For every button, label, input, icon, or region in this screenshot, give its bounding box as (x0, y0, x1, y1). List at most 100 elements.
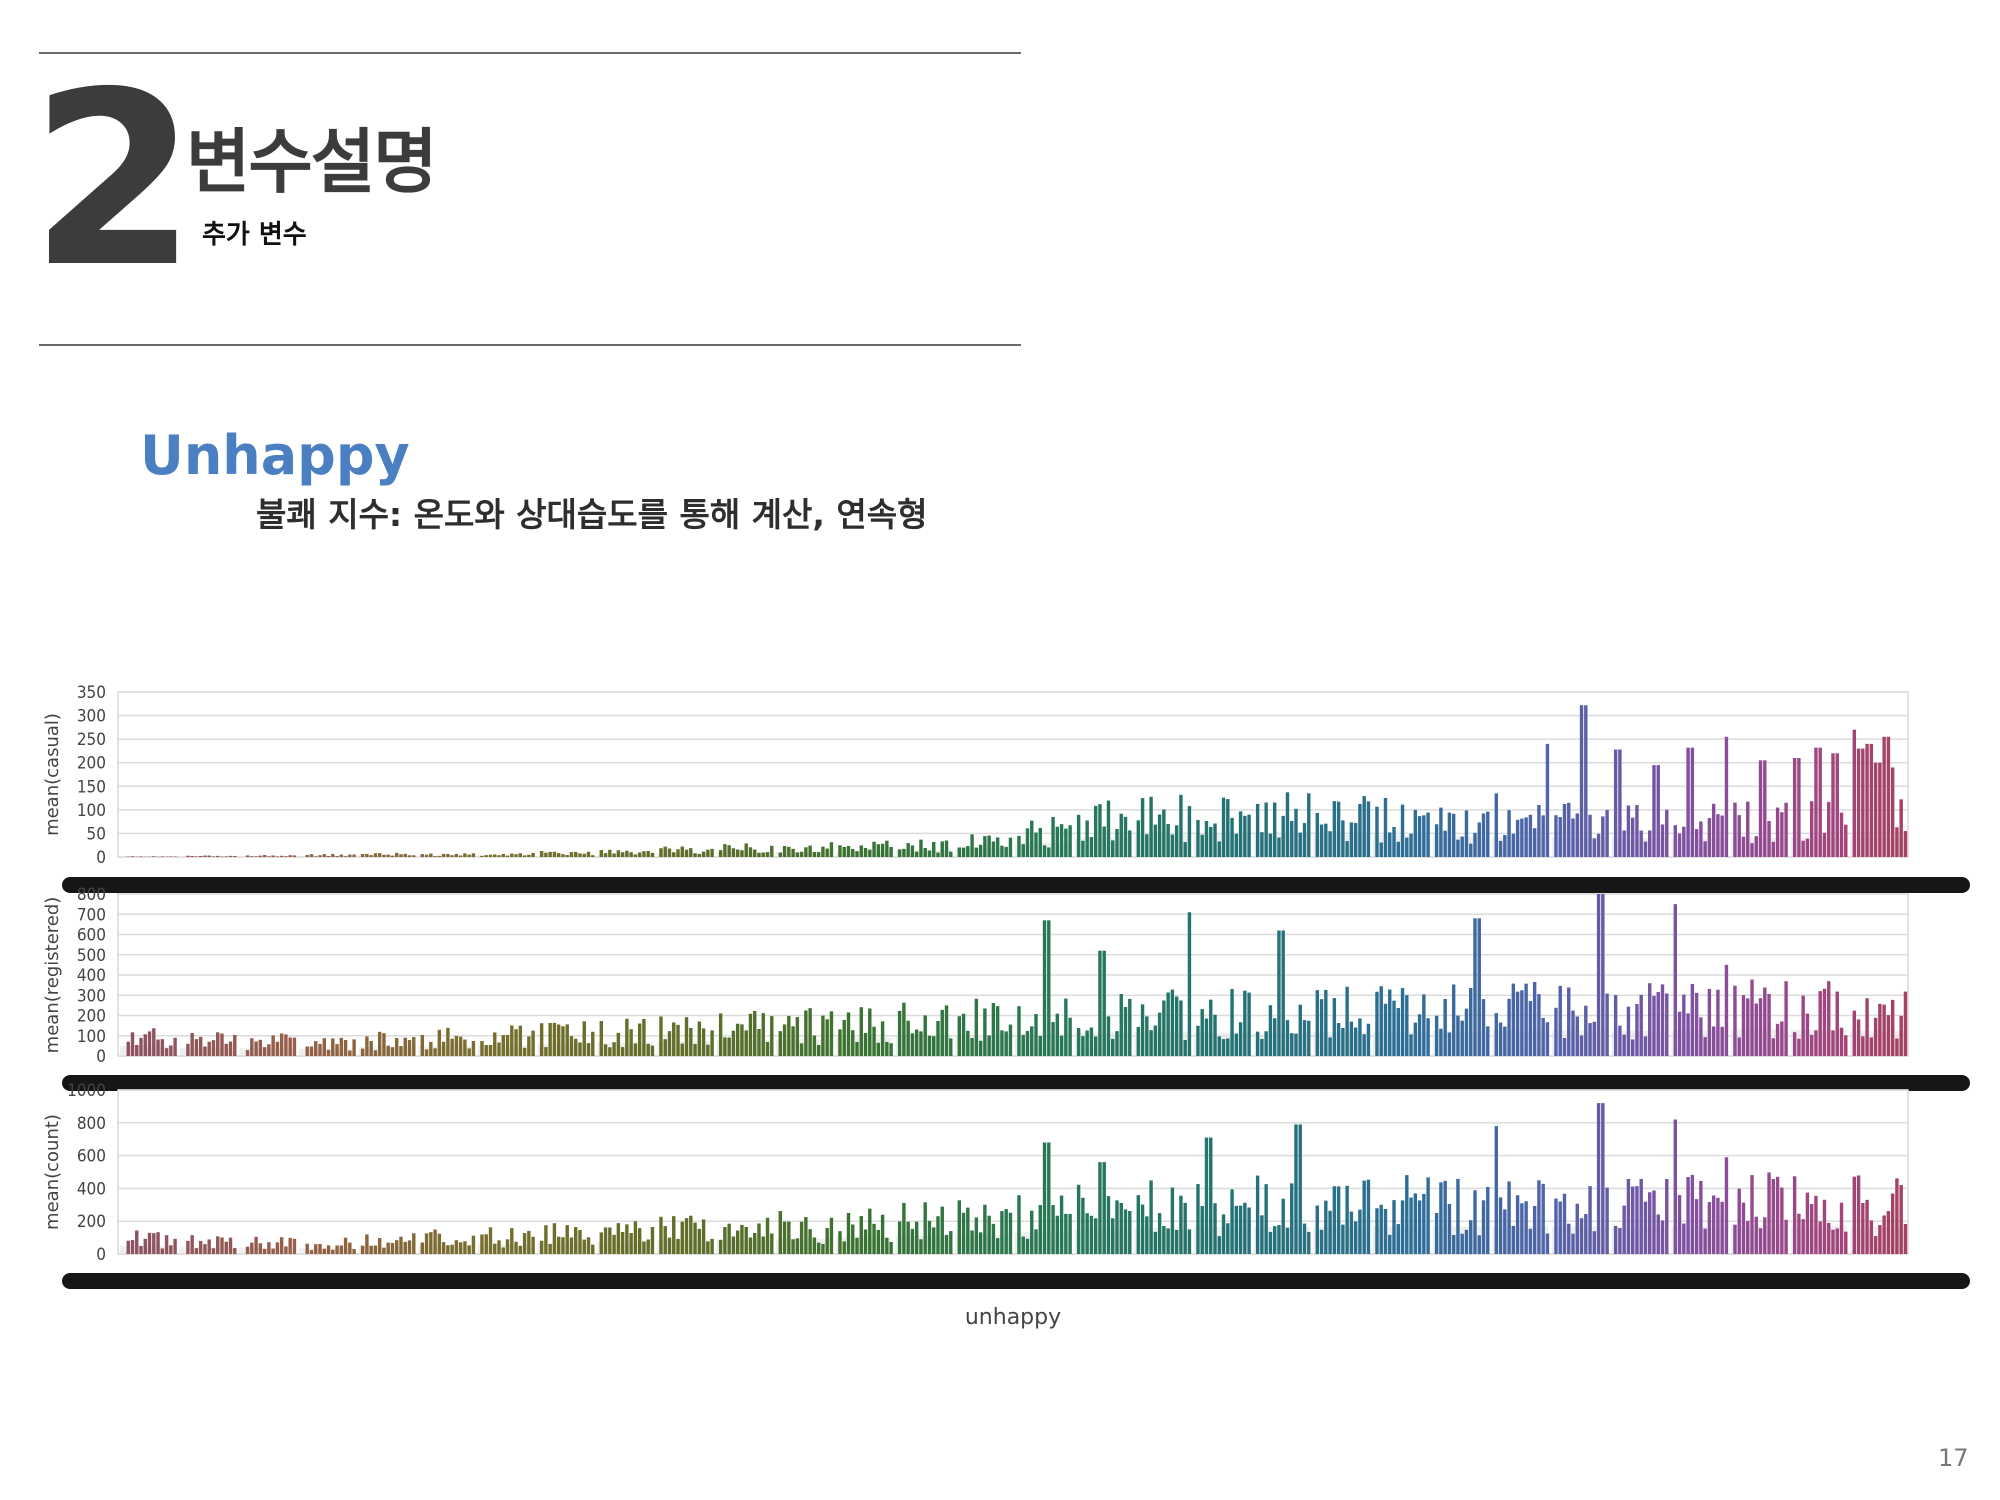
bar (1520, 1203, 1523, 1254)
bar (399, 1237, 402, 1254)
bar (676, 1025, 679, 1056)
bar (625, 851, 628, 857)
bar (1533, 1206, 1536, 1254)
bar (1456, 1179, 1459, 1254)
bar (1601, 816, 1604, 857)
bar (1507, 1181, 1510, 1254)
bar (1137, 820, 1140, 857)
bar (1188, 912, 1191, 1056)
bar (710, 1030, 713, 1056)
bar (1183, 842, 1186, 857)
y-tick-label: 400 (77, 1179, 106, 1199)
bar (1904, 1224, 1907, 1254)
bar (1576, 813, 1579, 857)
bar (382, 1248, 385, 1254)
bar (1793, 758, 1796, 857)
y-tick-label: 100 (77, 1027, 106, 1047)
bar (1145, 1216, 1148, 1254)
bar (263, 1047, 266, 1056)
bar (1307, 793, 1310, 857)
bar (757, 853, 760, 857)
bar (480, 1235, 483, 1254)
bar (1537, 994, 1540, 1056)
bar (843, 1241, 846, 1254)
bar (485, 1234, 488, 1254)
bar (578, 1042, 581, 1056)
bar (502, 1035, 505, 1056)
bar (1891, 767, 1894, 857)
bar (127, 1042, 130, 1056)
bar (749, 847, 752, 857)
bar (723, 1227, 726, 1254)
bar (433, 1048, 436, 1056)
bar (1712, 1196, 1715, 1254)
bar (1056, 1014, 1059, 1056)
bar (698, 1022, 701, 1056)
bar (766, 852, 769, 857)
bar (1017, 1195, 1020, 1254)
bar (1469, 844, 1472, 857)
bar (1000, 1211, 1003, 1254)
bar (1243, 1203, 1246, 1254)
bar (1882, 737, 1885, 857)
bar (821, 847, 824, 857)
bar (1060, 1036, 1063, 1056)
bar (1094, 806, 1097, 857)
bar (229, 1238, 232, 1254)
bar (340, 1038, 343, 1056)
bar (1657, 1214, 1660, 1254)
bar (1081, 841, 1084, 857)
bar (1303, 1020, 1306, 1056)
bar (1661, 824, 1664, 857)
bar (813, 852, 816, 857)
bar (361, 1049, 364, 1056)
bar (1495, 793, 1498, 857)
bar (1473, 1190, 1476, 1254)
bar (1273, 802, 1276, 857)
bar (382, 855, 385, 857)
bar (1448, 1033, 1451, 1056)
bar (310, 854, 313, 857)
bar (1703, 841, 1706, 857)
bar (1218, 1036, 1221, 1056)
bar (766, 1218, 769, 1254)
bar (1520, 819, 1523, 857)
bar (246, 855, 249, 857)
bar (1686, 748, 1689, 857)
bar (1443, 999, 1446, 1056)
bar (1303, 1224, 1306, 1254)
bar (736, 1024, 739, 1056)
bar (1571, 1011, 1574, 1056)
bar (906, 843, 909, 857)
bar (958, 1200, 961, 1254)
bar (1755, 836, 1758, 857)
bar (1622, 830, 1625, 857)
bar (1857, 1019, 1860, 1056)
bar (263, 855, 266, 857)
bar (1158, 1213, 1161, 1254)
bar (1686, 1013, 1689, 1056)
bar (1009, 838, 1012, 857)
bar (872, 1027, 875, 1056)
bar (1290, 1033, 1293, 1056)
bar (1469, 988, 1472, 1056)
bar (629, 852, 632, 857)
bar (949, 1231, 952, 1254)
bar (335, 1044, 338, 1056)
bar (199, 1037, 202, 1056)
bar (340, 1245, 343, 1254)
bar (152, 856, 155, 857)
bar (1128, 999, 1131, 1056)
bar (855, 1042, 858, 1056)
bar (459, 1037, 462, 1056)
bar (1576, 1204, 1579, 1254)
bar (1426, 1177, 1429, 1254)
bar (519, 1026, 522, 1056)
bar (1324, 824, 1327, 857)
bar (267, 856, 270, 857)
bar (1439, 1182, 1442, 1254)
bar (970, 1230, 973, 1254)
bar (1580, 705, 1583, 857)
bar (1256, 1176, 1259, 1254)
bar (1068, 1018, 1071, 1056)
